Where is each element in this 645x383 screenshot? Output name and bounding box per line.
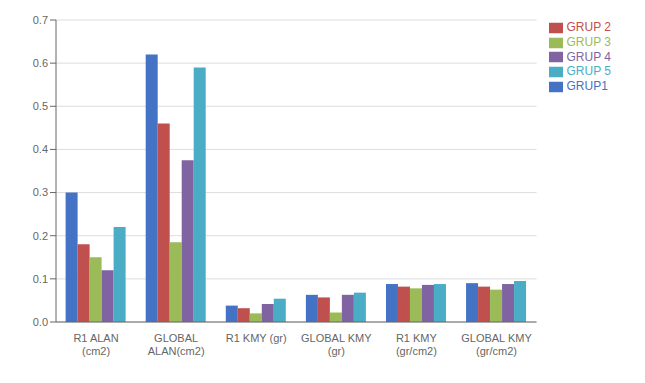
svg-text:GLOBAL KMY(gr/cm2): GLOBAL KMY(gr/cm2)	[461, 332, 532, 357]
svg-text:0.5: 0.5	[33, 100, 48, 112]
svg-text:GLOBAL KMY(gr): GLOBAL KMY(gr)	[301, 332, 372, 357]
svg-text:0.6: 0.6	[33, 57, 48, 69]
html-text:GRUP 3: GRUP 3	[566, 34, 611, 49]
svg-text:0.7: 0.7	[33, 14, 48, 26]
svg-text:0.2: 0.2	[33, 230, 48, 242]
svg-text:0.3: 0.3	[33, 186, 48, 198]
svg-text:R1 ALAN(cm2): R1 ALAN(cm2)	[73, 332, 118, 357]
svg-text:GLOBALALAN(cm2): GLOBALALAN(cm2)	[148, 332, 205, 357]
svg-text:R1 KMY (gr): R1 KMY (gr)	[226, 332, 287, 344]
svg-text:0.0: 0.0	[33, 316, 48, 328]
svg-text:0.4: 0.4	[33, 143, 48, 155]
html-text:GRUP 4: GRUP 4	[566, 49, 611, 64]
html-text:GRUP 2: GRUP 2	[566, 20, 611, 34]
svg-text:0.1: 0.1	[33, 273, 48, 285]
svg-text:R1 KMY(gr/cm2): R1 KMY(gr/cm2)	[396, 332, 438, 357]
html-text:GRUP 5: GRUP 5	[566, 64, 611, 79]
html-text:GRUP1: GRUP1	[566, 79, 608, 94]
